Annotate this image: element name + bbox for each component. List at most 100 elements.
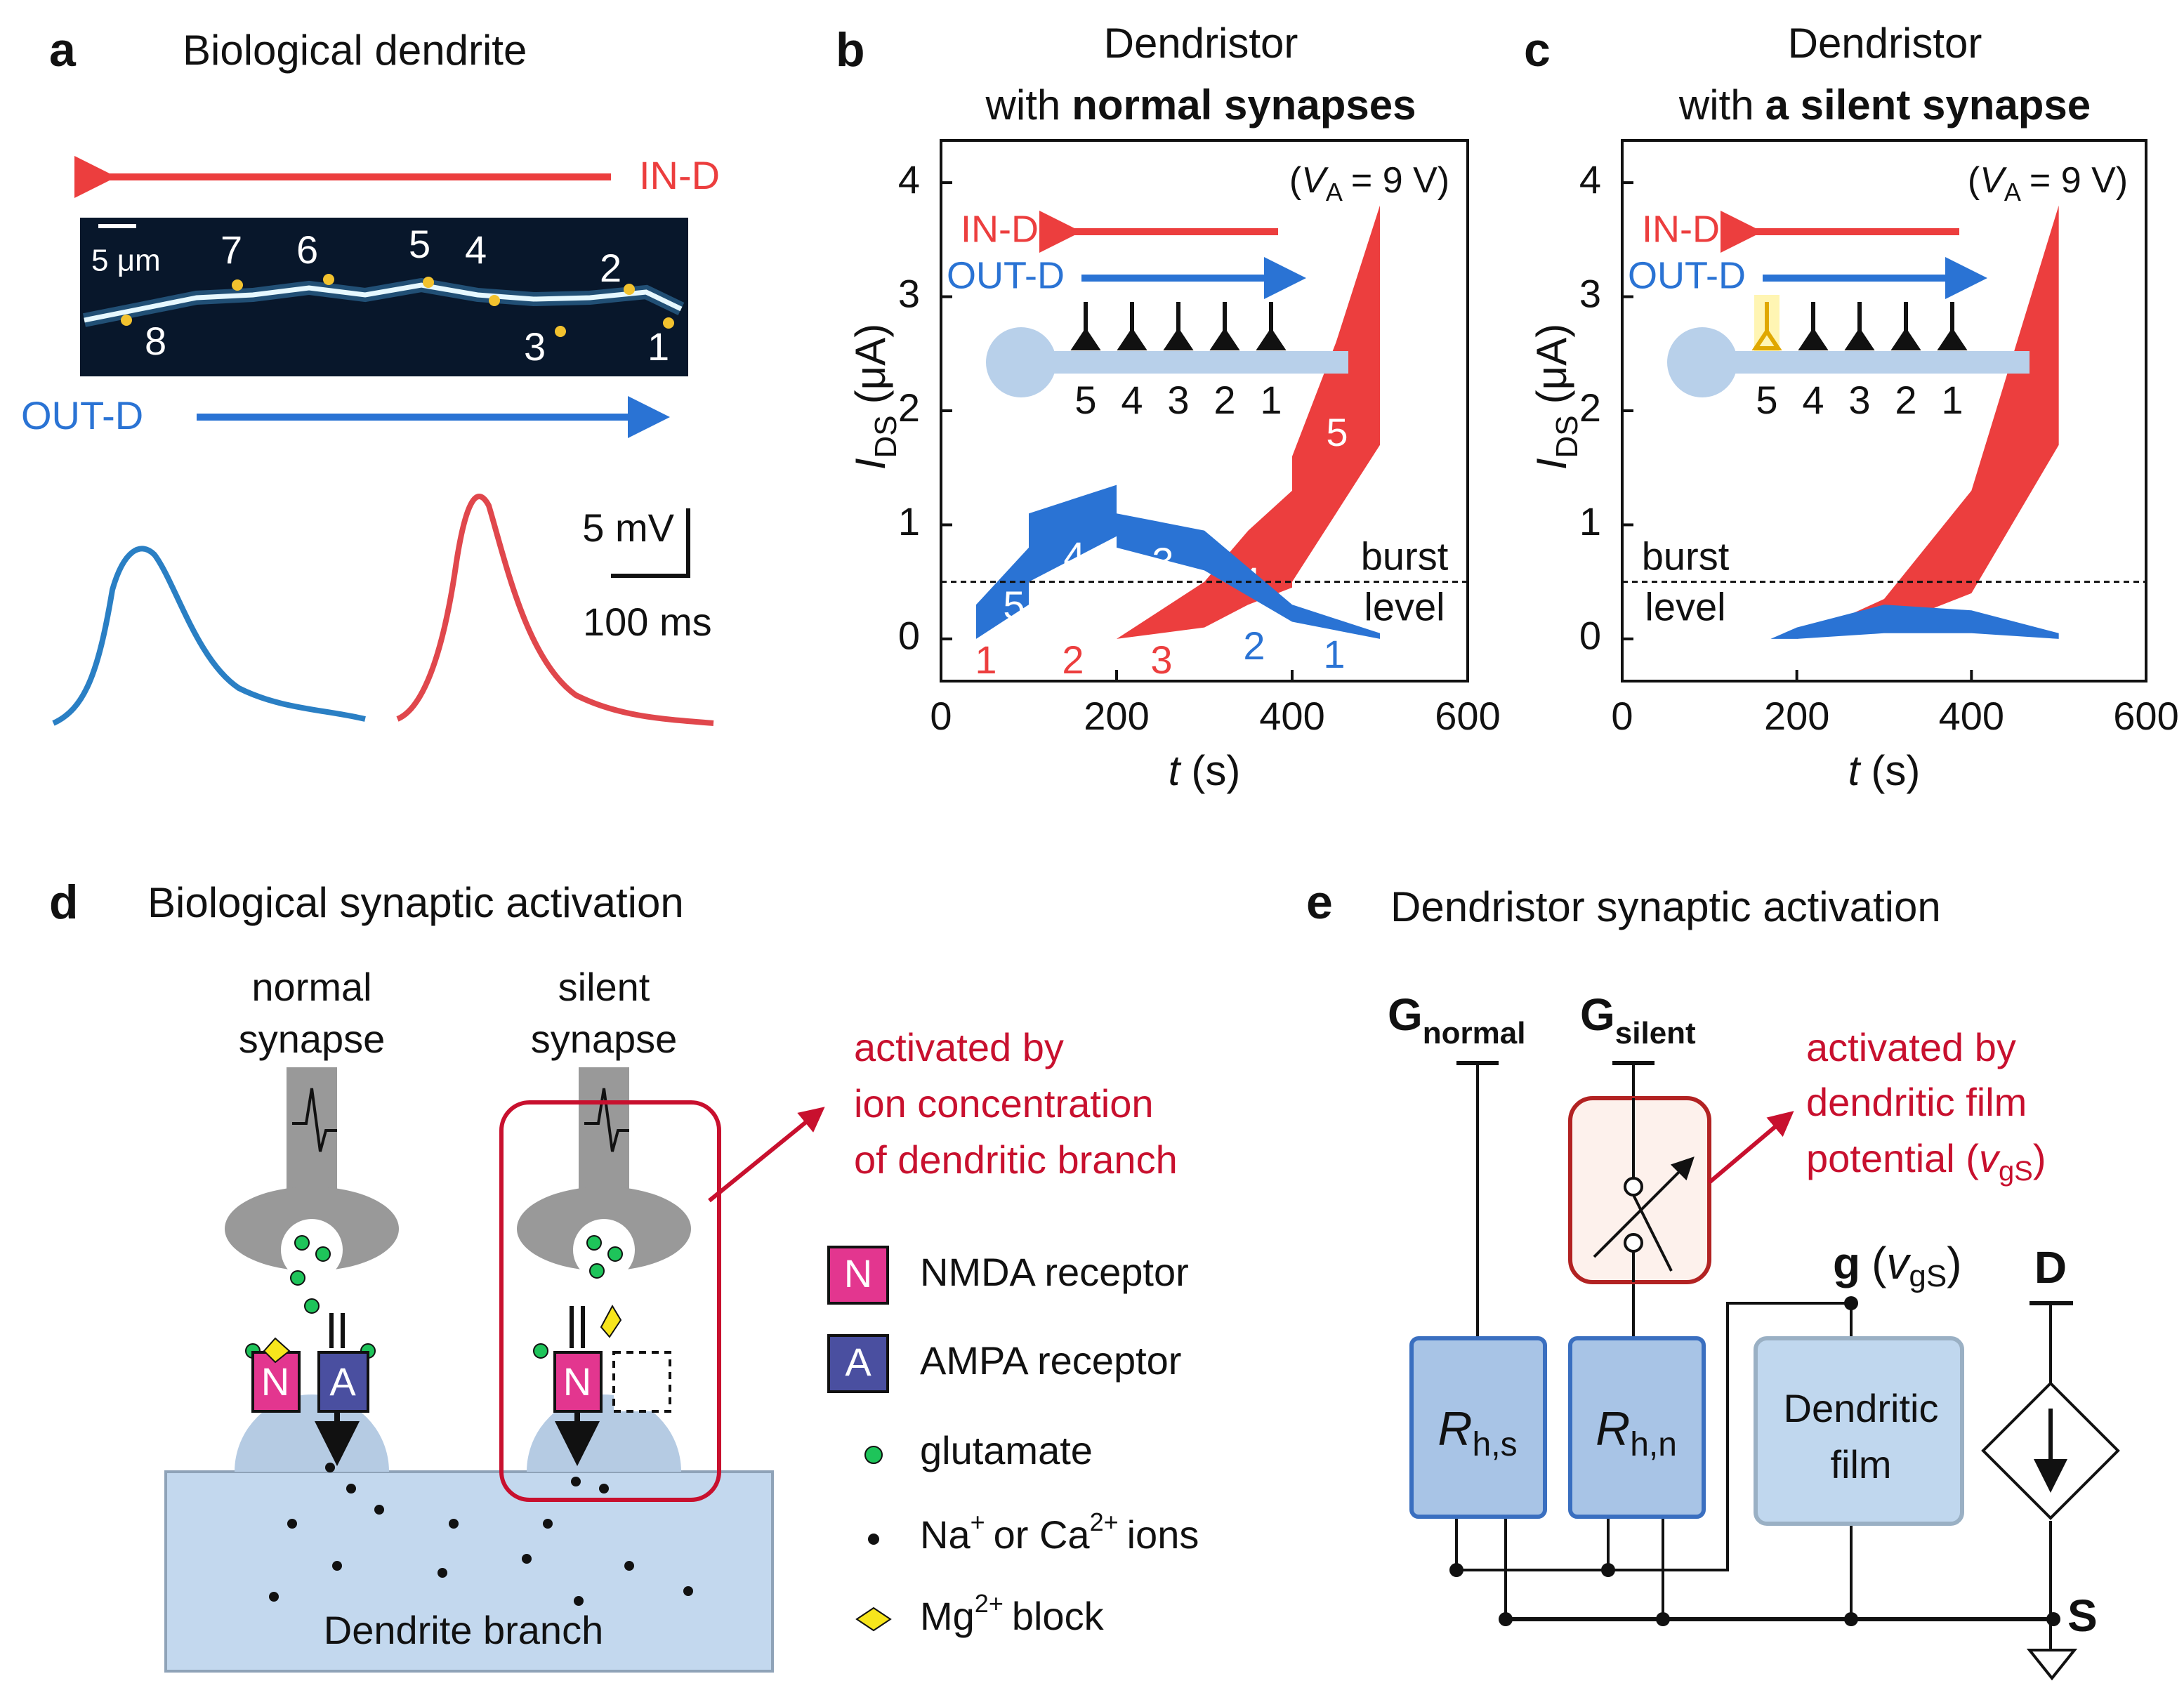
area-label: 1: [975, 638, 996, 682]
subtitle-prefix: with: [985, 81, 1061, 128]
r-hn: Rh,n: [1596, 1402, 1677, 1463]
y-tick-label: 2: [1579, 385, 1601, 430]
y-tick-label: 4: [1579, 157, 1601, 202]
area-label: 2: [1243, 624, 1265, 668]
x-tick-label: 200: [1084, 694, 1149, 738]
synapse: [1209, 302, 1240, 350]
chart-subtitle: with a silent synapse: [1678, 81, 2091, 128]
annotation: dendritic film: [1806, 1080, 2027, 1124]
resistor-box: [1568, 1336, 1706, 1519]
circuit-wires: [1455, 1061, 2120, 1681]
x-tick-label: 400: [1939, 694, 2004, 738]
x-unit: (s): [1191, 747, 1240, 794]
g-normal: Gnormal: [1388, 989, 1525, 1050]
panel-d: d Biological synaptic activation normal …: [49, 876, 1199, 1673]
area-label: 2: [1062, 638, 1084, 682]
scale-v: 5 mV: [582, 506, 674, 550]
out-d-label: OUT-D: [21, 393, 143, 437]
legend-swatch: [864, 1446, 883, 1464]
legend-a: A: [845, 1340, 871, 1384]
synapse: [1751, 302, 1782, 350]
x-symbol: t: [1169, 747, 1182, 794]
legend-label: NMDA receptor: [920, 1250, 1189, 1294]
area-label: 3: [1150, 638, 1172, 682]
spine-labels: 1 2 3 4 5 6 7 8: [145, 222, 669, 369]
d-label: D: [2034, 1242, 2067, 1293]
legend-label: Mg2+ block: [920, 1589, 1105, 1638]
junctions: [1449, 1296, 2060, 1626]
synapse: [1937, 302, 1968, 350]
y-axis-label: IDS (μA): [847, 324, 903, 470]
synapse-silent: [517, 1067, 691, 1472]
arrow: [708, 1107, 825, 1203]
area: [1117, 205, 1380, 639]
panel-title: Biological dendrite: [183, 27, 527, 74]
panel-title: Dendristor synaptic activation: [1390, 883, 1941, 930]
panel-e: e Dendristor synaptic activation Gnormal…: [1306, 876, 2120, 1681]
y-tick-label: 3: [1579, 271, 1601, 315]
synapse-label: 5: [1074, 378, 1096, 422]
y-unit: (μA): [847, 324, 894, 404]
synapse: [1163, 302, 1194, 350]
area-label: 3: [1152, 539, 1173, 583]
spine-label: 7: [221, 228, 242, 272]
a-label: A: [329, 1359, 356, 1404]
annotation: potential (vgS): [1806, 1136, 2046, 1187]
film-box: [1754, 1336, 1964, 1526]
burst-label: level: [1364, 584, 1445, 628]
y-tick-label: 1: [1579, 499, 1601, 543]
label: silent: [558, 965, 650, 1009]
area-label: 4: [1063, 534, 1085, 578]
dendrite: [84, 282, 683, 323]
ann-rest: = 9 V): [1351, 160, 1449, 201]
y-axis-label: IDS (μA): [1528, 324, 1584, 470]
n-label: N: [563, 1359, 591, 1404]
y-tick-label: 3: [898, 271, 920, 315]
switch: [1593, 1098, 1695, 1282]
ann-rest: = 9 V): [2030, 160, 2128, 201]
subtitle-bold: a silent synapse: [1765, 81, 2091, 128]
in-d-label: IN-D: [639, 153, 720, 197]
y-symbol: I: [1528, 459, 1575, 470]
ann-symbol: V: [1980, 160, 2007, 201]
x-symbol: t: [1848, 747, 1862, 794]
x-unit: (s): [1871, 747, 1920, 794]
synapse: [1256, 302, 1287, 350]
burst-label: burst: [1642, 534, 1730, 578]
chart-title: Dendristor: [1104, 20, 1298, 67]
legend-swatch: [827, 1334, 889, 1393]
panel-letter: b: [836, 23, 865, 77]
ann-prefix: (: [1289, 160, 1302, 201]
x-axis-label: t (s): [1848, 747, 1921, 794]
spine-label: 6: [296, 228, 318, 272]
ions: [269, 1463, 693, 1606]
in-d-label: IN-D: [961, 208, 1039, 250]
legend-label: AMPA receptor: [920, 1338, 1181, 1383]
area-label: 5: [1326, 410, 1348, 454]
gate-label: g (vgS): [1833, 1238, 1962, 1293]
soma: [986, 327, 1056, 397]
synapse-label: 2: [1213, 378, 1235, 422]
dendrite-bar: [1728, 351, 2030, 374]
synapse-label: 2: [1895, 378, 1916, 422]
annotation: ion concentration: [854, 1081, 1154, 1126]
spine-label: 8: [145, 319, 166, 363]
spine-dots: [121, 274, 674, 337]
x-tick-label: 0: [1611, 694, 1633, 738]
area-label: 1: [1323, 632, 1345, 676]
synapse: [1844, 302, 1875, 350]
y-sub: DS: [869, 415, 903, 458]
label: synapse: [239, 1017, 386, 1061]
x-tick-label: 0: [930, 694, 952, 738]
x-axis-label: t (s): [1169, 747, 1241, 794]
spine-label: 2: [600, 246, 621, 290]
synapse-label: 1: [1941, 378, 1963, 422]
highlight-box: [499, 1100, 721, 1502]
r-hs: Rh,s: [1438, 1402, 1517, 1463]
synapse: [1117, 302, 1147, 350]
synapse-label: 4: [1121, 378, 1143, 422]
burst-label: level: [1645, 584, 1725, 628]
dendrite-bar: [1046, 351, 1348, 374]
